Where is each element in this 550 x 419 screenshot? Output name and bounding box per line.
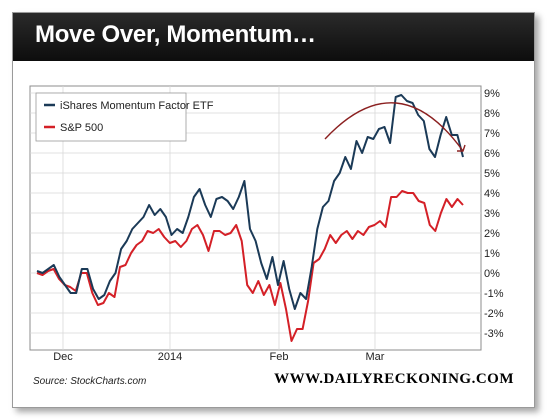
peak-arrow (324, 102, 466, 152)
peak-arrowhead (457, 144, 466, 152)
peak-arc (324, 102, 464, 152)
x-tick-label: Mar (366, 351, 385, 363)
y-tick-label: 6% (484, 148, 500, 160)
x-tick-label: Dec (53, 351, 73, 363)
y-tick-label: 2% (484, 228, 500, 240)
legend: iShares Momentum Factor ETF S&P 500 (35, 92, 214, 142)
y-tick-label: -1% (484, 288, 504, 300)
y-tick-label: -3% (484, 328, 504, 340)
chart-frame: Move Over, Momentum… 9% 8% 7% 6% 5% 4% 3% 2% 1% 0… (12, 12, 535, 408)
source-note: Source: StockCharts.com (33, 376, 147, 387)
title-banner: Move Over, Momentum… (13, 13, 534, 61)
x-axis-ticks: Dec 2014 Feb Mar (53, 351, 385, 363)
y-tick-label: 4% (484, 188, 500, 200)
x-tick-label: Feb (270, 351, 289, 363)
momentum-chart: 9% 8% 7% 6% 5% 4% 3% 2% 1% 0% -1% -2% -3% Dec 2014 Feb… (29, 85, 504, 363)
y-tick-label: 3% (484, 208, 500, 220)
chart-title: Move Over, Momentum… (35, 21, 316, 48)
y-tick-label: 1% (484, 248, 500, 260)
y-tick-label: 9% (484, 88, 500, 100)
legend-box (35, 92, 187, 142)
y-tick-label: 0% (484, 268, 500, 280)
momentum-series-line (36, 94, 464, 310)
site-url[interactable]: WWW.DAILYRECKONING.COM (274, 371, 514, 387)
legend-label-sp500: S&P 500 (60, 122, 103, 134)
y-axis-ticks: 9% 8% 7% 6% 5% 4% 3% 2% 1% 0% -1% -2% -3% (484, 88, 504, 340)
y-tick-label: 5% (484, 168, 500, 180)
series-lines (36, 94, 464, 342)
y-tick-label: -2% (484, 308, 504, 320)
legend-label-momentum: iShares Momentum Factor ETF (60, 100, 214, 112)
x-tick-label: 2014 (158, 351, 182, 363)
sp500-series-line (36, 190, 464, 342)
y-tick-label: 8% (484, 108, 500, 120)
y-tick-label: 7% (484, 128, 500, 140)
